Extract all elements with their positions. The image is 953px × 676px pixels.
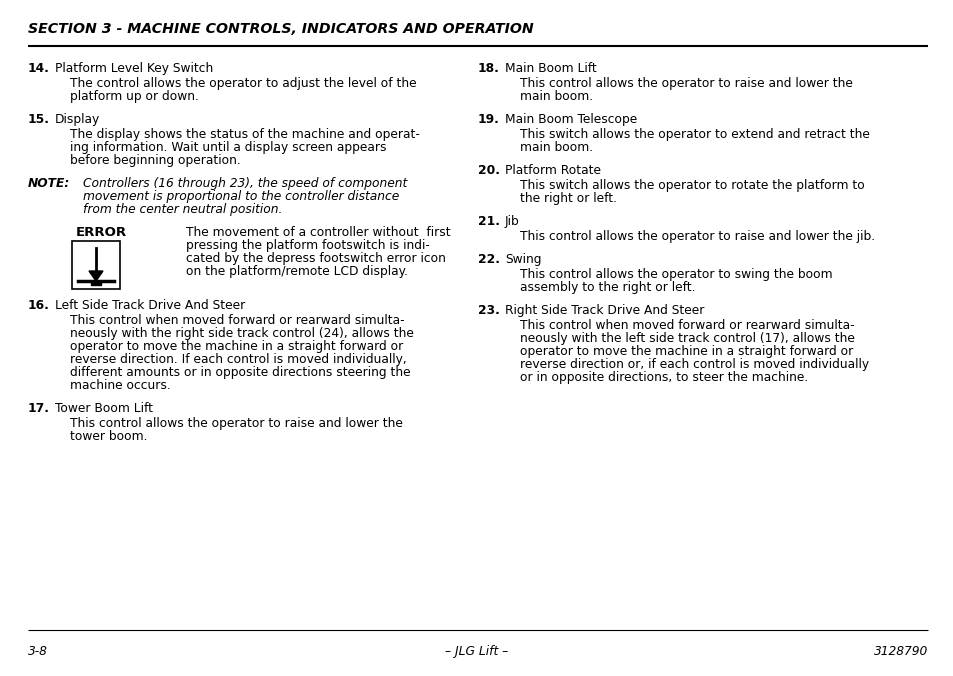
Text: The display shows the status of the machine and operat-: The display shows the status of the mach… <box>70 128 419 141</box>
Text: different amounts or in opposite directions steering the: different amounts or in opposite directi… <box>70 366 410 379</box>
Text: 21.: 21. <box>477 215 499 228</box>
Text: Tower Boom Lift: Tower Boom Lift <box>55 402 152 415</box>
Text: 15.: 15. <box>28 113 50 126</box>
Text: 17.: 17. <box>28 402 50 415</box>
Text: The control allows the operator to adjust the level of the: The control allows the operator to adjus… <box>70 77 416 90</box>
Text: 16.: 16. <box>28 299 50 312</box>
Text: neously with the left side track control (17), allows the: neously with the left side track control… <box>519 332 854 345</box>
Text: Jib: Jib <box>504 215 519 228</box>
Text: This control allows the operator to swing the boom: This control allows the operator to swin… <box>519 268 832 281</box>
Text: SECTION 3 - MACHINE CONTROLS, INDICATORS AND OPERATION: SECTION 3 - MACHINE CONTROLS, INDICATORS… <box>28 22 533 36</box>
Text: NOTE:: NOTE: <box>28 177 71 190</box>
Text: on the platform/remote LCD display.: on the platform/remote LCD display. <box>186 265 408 278</box>
Text: 23.: 23. <box>477 304 499 317</box>
Text: Main Boom Lift: Main Boom Lift <box>504 62 597 75</box>
Text: Controllers (16 through 23), the speed of component: Controllers (16 through 23), the speed o… <box>83 177 407 190</box>
Polygon shape <box>89 271 103 281</box>
Text: 19.: 19. <box>477 113 499 126</box>
Text: 18.: 18. <box>477 62 499 75</box>
Text: The movement of a controller without  first: The movement of a controller without fir… <box>186 226 450 239</box>
Text: This switch allows the operator to rotate the platform to: This switch allows the operator to rotat… <box>519 179 863 192</box>
Text: operator to move the machine in a straight forward or: operator to move the machine in a straig… <box>519 345 852 358</box>
Text: Main Boom Telescope: Main Boom Telescope <box>504 113 637 126</box>
Polygon shape <box>91 281 101 285</box>
Text: movement is proportional to the controller distance: movement is proportional to the controll… <box>83 190 399 203</box>
Text: – JLG Lift –: – JLG Lift – <box>445 645 508 658</box>
Text: This control when moved forward or rearward simulta-: This control when moved forward or rearw… <box>70 314 404 327</box>
Text: neously with the right side track control (24), allows the: neously with the right side track contro… <box>70 327 414 340</box>
Text: Platform Level Key Switch: Platform Level Key Switch <box>55 62 213 75</box>
Text: cated by the depress footswitch error icon: cated by the depress footswitch error ic… <box>186 252 445 265</box>
Text: main boom.: main boom. <box>519 90 593 103</box>
Text: 20.: 20. <box>477 164 499 177</box>
Text: assembly to the right or left.: assembly to the right or left. <box>519 281 695 294</box>
Text: reverse direction or, if each control is moved individually: reverse direction or, if each control is… <box>519 358 868 371</box>
Text: pressing the platform footswitch is indi-: pressing the platform footswitch is indi… <box>186 239 430 252</box>
Text: reverse direction. If each control is moved individually,: reverse direction. If each control is mo… <box>70 353 406 366</box>
Text: from the center neutral position.: from the center neutral position. <box>83 203 282 216</box>
Text: 22.: 22. <box>477 253 499 266</box>
Text: operator to move the machine in a straight forward or: operator to move the machine in a straig… <box>70 340 403 353</box>
Text: main boom.: main boom. <box>519 141 593 154</box>
Text: Display: Display <box>55 113 100 126</box>
Text: Swing: Swing <box>504 253 541 266</box>
Text: This control allows the operator to raise and lower the: This control allows the operator to rais… <box>519 77 852 90</box>
Text: ERROR: ERROR <box>76 226 127 239</box>
Text: or in opposite directions, to steer the machine.: or in opposite directions, to steer the … <box>519 371 807 384</box>
Bar <box>71 241 120 289</box>
Text: This control when moved forward or rearward simulta-: This control when moved forward or rearw… <box>519 319 854 332</box>
Text: tower boom.: tower boom. <box>70 430 148 443</box>
Text: the right or left.: the right or left. <box>519 192 617 205</box>
Text: This control allows the operator to raise and lower the jib.: This control allows the operator to rais… <box>519 230 874 243</box>
Text: Left Side Track Drive And Steer: Left Side Track Drive And Steer <box>55 299 245 312</box>
Text: Platform Rotate: Platform Rotate <box>504 164 600 177</box>
Text: 3-8: 3-8 <box>28 645 48 658</box>
Text: 3128790: 3128790 <box>873 645 927 658</box>
Text: ing information. Wait until a display screen appears: ing information. Wait until a display sc… <box>70 141 386 154</box>
Text: before beginning operation.: before beginning operation. <box>70 154 240 167</box>
Text: Right Side Track Drive And Steer: Right Side Track Drive And Steer <box>504 304 703 317</box>
Text: machine occurs.: machine occurs. <box>70 379 171 392</box>
Text: This switch allows the operator to extend and retract the: This switch allows the operator to exten… <box>519 128 869 141</box>
Text: This control allows the operator to raise and lower the: This control allows the operator to rais… <box>70 417 402 430</box>
Text: platform up or down.: platform up or down. <box>70 90 198 103</box>
Text: 14.: 14. <box>28 62 50 75</box>
